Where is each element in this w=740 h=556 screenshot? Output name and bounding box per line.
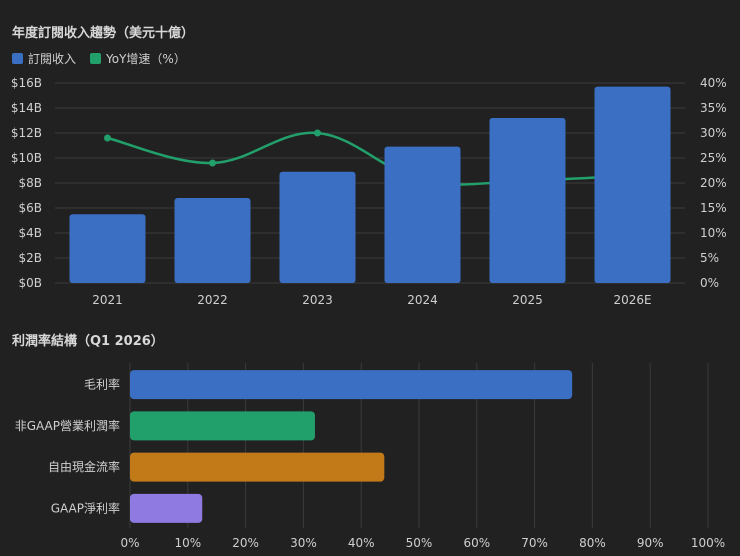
y-left-tick-3: $6B	[18, 201, 42, 215]
y-right-tick-7: 35%	[700, 101, 727, 115]
legend-item-revenue[interactable]: 訂閱收入	[12, 50, 76, 67]
y2-label-3: GAAP淨利率	[51, 500, 120, 515]
x2-tick-1: 10%	[174, 536, 201, 550]
x2-tick-9: 90%	[637, 536, 664, 550]
chart1-title: 年度訂閱收入趨勢（美元十億）	[12, 26, 195, 41]
y-right-tick-6: 30%	[700, 126, 727, 140]
revenue-bar-front-2025	[489, 118, 566, 283]
x2-tick-6: 60%	[463, 536, 490, 550]
y-left-tick-4: $8B	[18, 176, 42, 190]
chart1-legend: 訂閱收入 YoY增速（%）	[12, 50, 186, 67]
x-tick-2026E: 2026E	[613, 293, 651, 307]
y-right-tick-3: 15%	[700, 201, 727, 215]
x-tick-2023: 2023	[302, 293, 333, 307]
y-right-tick-0: 0%	[700, 276, 719, 290]
margin-bar-0	[130, 370, 573, 400]
x2-tick-4: 40%	[348, 536, 375, 550]
y-right-tick-8: 40%	[700, 76, 727, 90]
chart2-title: 利潤率結構（Q1 2026）	[12, 334, 164, 349]
y-left-tick-6: $12B	[11, 126, 42, 140]
x2-tick-5: 50%	[406, 536, 433, 550]
y2-label-1: 非GAAP營業利潤率	[15, 418, 120, 433]
y-right-tick-2: 10%	[700, 226, 727, 240]
revenue-bar-2023	[279, 171, 356, 283]
x2-tick-8: 80%	[579, 536, 606, 550]
y-left-tick-5: $10B	[11, 151, 42, 165]
x2-tick-7: 70%	[521, 536, 548, 550]
y-left-tick-7: $14B	[11, 101, 42, 115]
legend-label-yoy: YoY增速（%）	[106, 52, 186, 66]
y-left-tick-0: $0B	[18, 276, 42, 290]
revenue-bar-2022	[174, 198, 251, 283]
x-tick-2021: 2021	[92, 293, 123, 307]
y-left-tick-1: $2B	[18, 251, 42, 265]
y-right-tick-1: 5%	[700, 251, 719, 265]
yoy-point-2021	[104, 134, 111, 142]
x-tick-2022: 2022	[197, 293, 228, 307]
legend-label-revenue: 訂閱收入	[28, 52, 77, 66]
x-tick-2024: 2024	[407, 293, 438, 307]
revenue-bar-front-2024	[384, 146, 461, 283]
legend-item-yoy[interactable]: YoY增速（%）	[90, 50, 186, 67]
y-right-tick-4: 20%	[700, 176, 727, 190]
x2-tick-3: 30%	[290, 536, 317, 550]
x2-tick-0: 0%	[120, 536, 139, 550]
revenue-bar-2021	[69, 214, 146, 283]
margin-bar-1	[130, 411, 315, 441]
revenue-bar-front-2026E	[594, 86, 671, 283]
y2-label-0: 毛利率	[84, 377, 120, 392]
yoy-point-2023	[314, 129, 321, 137]
legend-swatch-yoy	[90, 53, 102, 64]
legend-swatch-revenue	[12, 53, 23, 64]
y-left-tick-8: $16B	[11, 76, 42, 90]
margin-bar-2	[130, 452, 385, 482]
y-left-tick-2: $4B	[18, 226, 42, 240]
y-right-tick-5: 25%	[700, 151, 727, 165]
yoy-point-2022	[209, 159, 216, 167]
x2-tick-10: 100%	[691, 536, 725, 550]
y2-label-2: 自由現金流率	[48, 459, 120, 474]
x2-tick-2: 20%	[232, 536, 259, 550]
margin-bar-3	[130, 493, 203, 523]
x-tick-2025: 2025	[512, 293, 543, 307]
